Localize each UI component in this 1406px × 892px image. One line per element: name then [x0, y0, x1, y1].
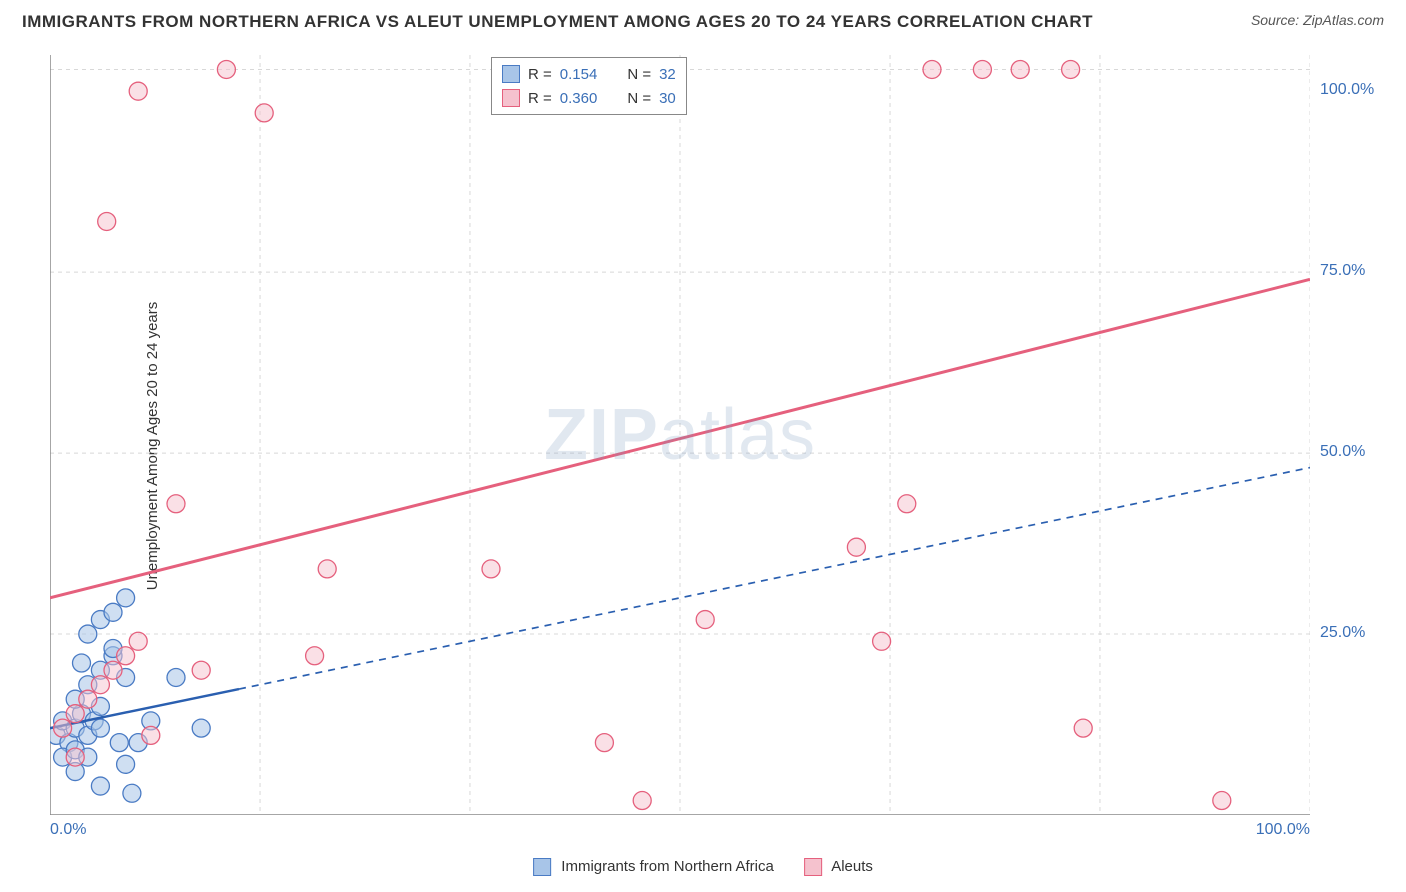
stats-row: R = 0.154 N = 32 [502, 62, 676, 86]
stats-swatch [502, 89, 520, 107]
y-tick-label: 25.0% [1320, 624, 1365, 642]
stats-r-label: R = [528, 66, 552, 83]
legend-swatch-a [533, 858, 551, 876]
source-label: Source: ZipAtlas.com [1251, 12, 1384, 28]
stats-swatch [502, 65, 520, 83]
chart-container: IMMIGRANTS FROM NORTHERN AFRICA VS ALEUT… [0, 0, 1406, 892]
stats-r-label: R = [528, 90, 552, 107]
legend-label-b: Aleuts [831, 858, 873, 875]
stats-n-value: 30 [659, 90, 676, 107]
legend-item-series-a: Immigrants from Northern Africa [533, 858, 774, 876]
y-tick-label: 50.0% [1320, 443, 1365, 461]
x-tick-label: 0.0% [50, 821, 86, 839]
legend-label-a: Immigrants from Northern Africa [561, 858, 774, 875]
bottom-legend: Immigrants from Northern Africa Aleuts [533, 858, 873, 876]
stats-n-value: 32 [659, 66, 676, 83]
y-tick-label: 75.0% [1320, 262, 1365, 280]
legend-swatch-b [804, 858, 822, 876]
stats-row: R = 0.360 N = 30 [502, 86, 676, 110]
chart-title: IMMIGRANTS FROM NORTHERN AFRICA VS ALEUT… [22, 12, 1093, 32]
stats-n-label: N = [627, 66, 651, 83]
stats-r-value: 0.154 [560, 66, 598, 83]
legend-item-series-b: Aleuts [804, 858, 873, 876]
scatter-plot-svg [50, 55, 1310, 815]
stats-n-label: N = [627, 90, 651, 107]
stats-legend-box: R = 0.154 N = 32 R = 0.360 N = 30 [491, 57, 687, 115]
x-tick-label: 100.0% [1256, 821, 1310, 839]
y-tick-label: 100.0% [1320, 81, 1374, 99]
plot-area: ZIPatlas R = 0.154N = 32R = 0.360N = 30 [50, 55, 1310, 815]
stats-r-value: 0.360 [560, 90, 598, 107]
